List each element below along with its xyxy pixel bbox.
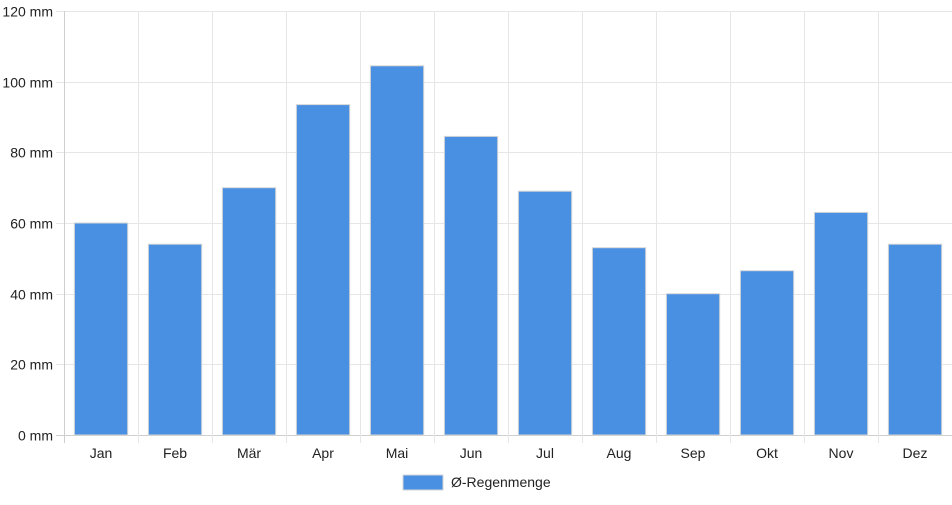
y-tick-label: 60 mm: [10, 216, 53, 232]
grid-layer: [56, 11, 952, 443]
x-tick-label: Aug: [607, 445, 632, 461]
legend-label[interactable]: Ø-Regenmenge: [451, 474, 551, 490]
y-tick-label: 40 mm: [10, 287, 53, 303]
x-tick-label: Nov: [829, 445, 854, 461]
bar-jun[interactable]: [443, 135, 499, 436]
bar-sep[interactable]: [665, 293, 721, 436]
bar-aug[interactable]: [591, 247, 647, 436]
x-tick-label: Jul: [536, 445, 554, 461]
x-tick-label: Mai: [386, 445, 409, 461]
x-tick-label: Dez: [903, 445, 928, 461]
axis-layer: 0 mm 20 mm 40 mm 60 mm 80 mm 100 mm 120 mm Jan F…: [2, 4, 927, 462]
y-tick-label: 100 mm: [2, 75, 53, 91]
bar-okt[interactable]: [739, 270, 795, 436]
bar-mai[interactable]: [369, 65, 425, 436]
bar-nov[interactable]: [813, 211, 869, 436]
y-tick-label: 20 mm: [10, 357, 53, 373]
bar-dez[interactable]: [887, 243, 943, 436]
legend-swatch[interactable]: [402, 474, 444, 491]
bar-jul[interactable]: [517, 190, 573, 436]
x-tick-label: Feb: [163, 445, 187, 461]
bar-feb[interactable]: [147, 243, 203, 436]
y-tick-label: 80 mm: [10, 145, 53, 161]
x-tick-label: Mär: [237, 445, 261, 461]
x-tick-label: Okt: [756, 445, 778, 461]
bar-mär[interactable]: [221, 187, 277, 436]
x-tick-label: Jan: [90, 445, 113, 461]
bar-jan[interactable]: [73, 222, 129, 436]
legend[interactable]: Ø-Regenmenge: [402, 474, 551, 491]
bar-apr[interactable]: [295, 104, 351, 436]
x-tick-label: Sep: [681, 445, 706, 461]
x-tick-label: Apr: [312, 445, 334, 461]
x-tick-label: Jun: [460, 445, 483, 461]
y-tick-label: 120 mm: [2, 4, 53, 20]
y-tick-label: 0 mm: [18, 428, 53, 444]
bars-layer: [73, 65, 943, 436]
